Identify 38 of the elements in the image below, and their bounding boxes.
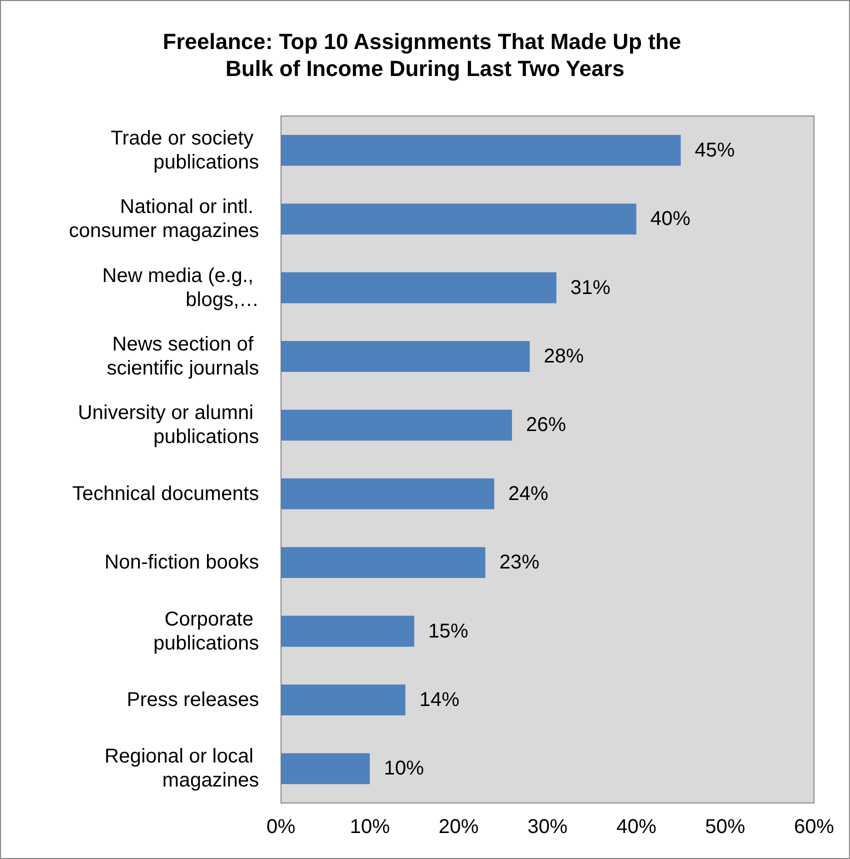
x-tick-label: 60% — [794, 816, 834, 838]
y-tick-label: Trade or society publications — [110, 127, 259, 174]
data-label: 23% — [499, 552, 540, 574]
x-tick-label: 40% — [616, 816, 657, 838]
data-label: 15% — [428, 620, 468, 642]
bar — [281, 616, 414, 647]
x-tick-label: 30% — [527, 816, 568, 838]
x-tick-label: 0% — [266, 816, 296, 838]
data-label: 40% — [650, 208, 691, 230]
bar — [281, 410, 512, 441]
data-label: 26% — [526, 414, 566, 436]
bar — [281, 340, 530, 372]
bar — [281, 684, 406, 716]
bar — [281, 478, 494, 510]
x-tick-label: 20% — [438, 816, 479, 838]
data-label: 28% — [544, 345, 584, 368]
x-tick-label: 10% — [350, 816, 390, 838]
data-label: 10% — [384, 758, 424, 780]
bar — [281, 134, 681, 166]
bar — [281, 204, 636, 235]
y-tick-label: Non-fiction books — [104, 552, 259, 574]
y-tick-label: University or alumni publications — [78, 402, 259, 448]
bar — [281, 753, 370, 784]
y-tick-label: National or intl. consumer magazines — [68, 196, 259, 242]
y-tick-label: Regional or local magazines — [104, 746, 259, 792]
bar — [281, 547, 486, 578]
data-label: 24% — [508, 482, 548, 505]
y-tick-label: News section of scientific journals — [106, 333, 259, 380]
data-label: 14% — [419, 688, 460, 711]
y-tick-label: Technical documents — [72, 482, 259, 505]
y-tick-label: New media (e.g., blogs,… — [102, 264, 259, 311]
chart-title: Freelance: Top 10 Assignments That Made Up the Bulk of Income During Last Two Years — [162, 29, 688, 81]
bar — [281, 272, 556, 304]
data-label: 45% — [694, 139, 735, 162]
data-label: 31% — [570, 276, 611, 299]
x-tick-label: 50% — [705, 816, 746, 838]
y-tick-label: Press releases — [126, 688, 259, 711]
y-tick-label: Corporate publications — [153, 608, 259, 654]
